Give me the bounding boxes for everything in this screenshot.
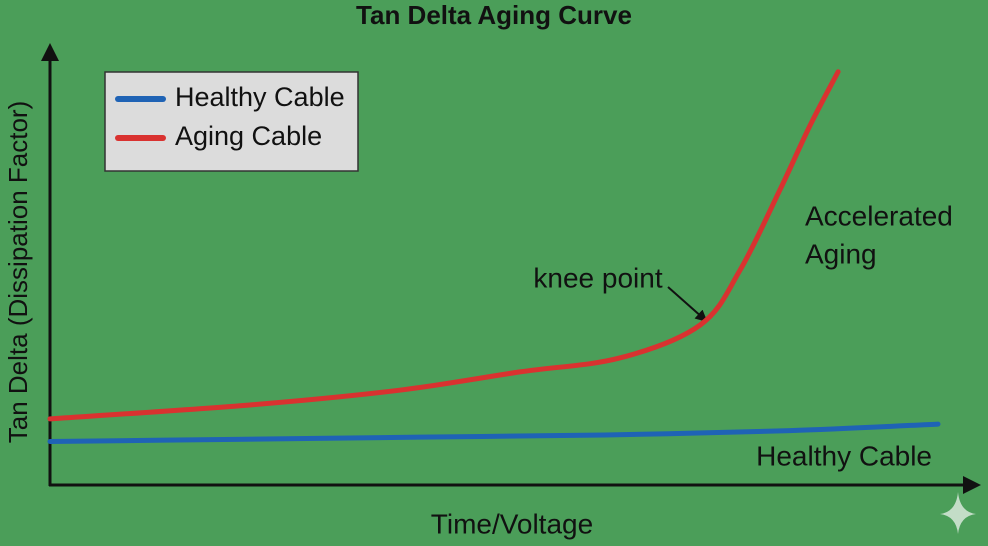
annotation: knee point — [533, 262, 662, 293]
annotation: Healthy Cable — [756, 440, 932, 471]
y-axis-label: Tan Delta (Dissipation Factor) — [3, 101, 33, 443]
sparkle-icon — [940, 492, 976, 534]
annotation-arrow — [667, 286, 708, 322]
line-series — [47, 69, 841, 422]
annotation: Aging — [805, 238, 877, 269]
chart-title: Tan Delta Aging Curve — [356, 0, 632, 30]
line-series — [47, 421, 941, 444]
legend-box — [104, 71, 359, 172]
annotation: Accelerated — [805, 200, 953, 231]
legend-label: Healthy Cable — [175, 82, 345, 112]
x-axis-label: Time/Voltage — [431, 508, 593, 539]
legend-label: Aging Cable — [175, 121, 322, 151]
